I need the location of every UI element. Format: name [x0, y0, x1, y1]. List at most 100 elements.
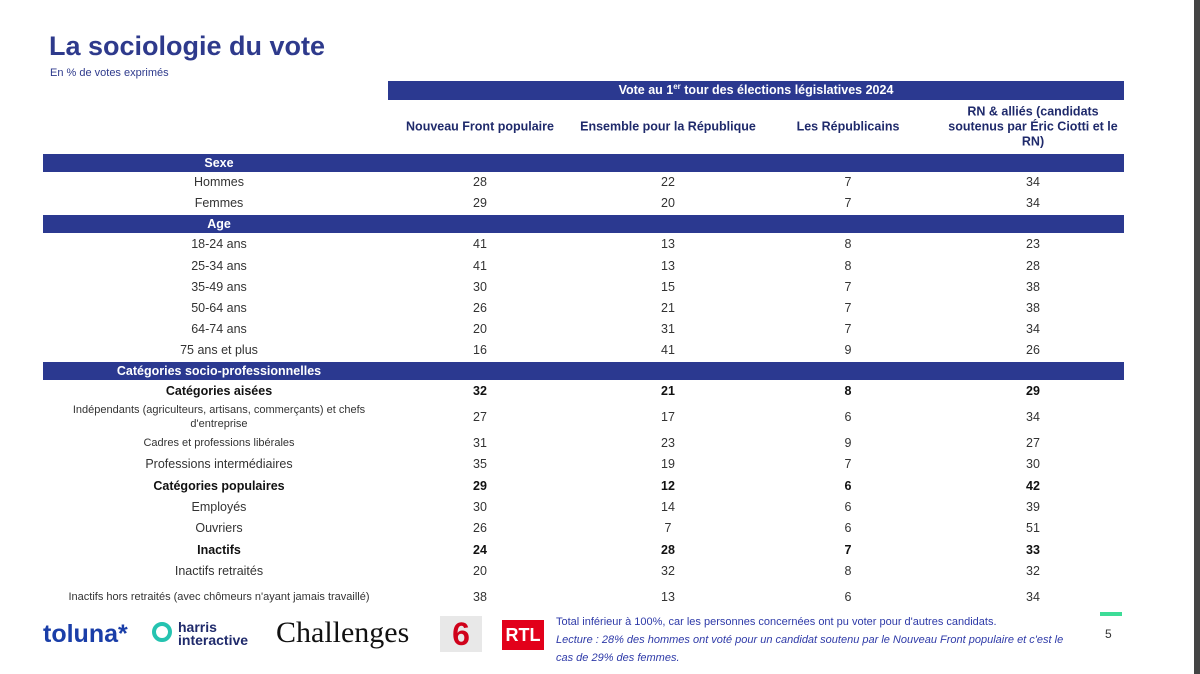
cell-value: 6	[844, 410, 852, 424]
cell-value: 26	[473, 521, 487, 535]
section-bar	[43, 362, 1124, 380]
cell-value: 33	[1026, 543, 1040, 557]
cell-value: 38	[473, 590, 487, 604]
banner-sup: er	[673, 81, 681, 91]
cell-value: 7	[844, 457, 852, 471]
cell-value: 7	[844, 175, 852, 189]
cell-value: 28	[1026, 259, 1040, 273]
cell-value: 51	[1026, 521, 1040, 535]
subtitle: En % de votes exprimés	[50, 67, 169, 79]
cell-value: 27	[1026, 436, 1040, 450]
page-number: 5	[1105, 627, 1112, 641]
cell-value: 7	[664, 521, 672, 535]
cell-value: 35	[473, 457, 487, 471]
frame-edge	[1194, 0, 1200, 674]
section-title: Sexe	[204, 156, 234, 170]
row-label: 50-64 ans	[191, 301, 247, 315]
banner: Vote au 1er tour des élections législati…	[388, 81, 1124, 100]
cell-value: 41	[661, 343, 675, 357]
cell-value: 6	[844, 590, 852, 604]
row-label: 25-34 ans	[191, 259, 247, 273]
cell-value: 13	[661, 259, 675, 273]
cell-value: 41	[473, 237, 487, 251]
column-header: Ensemble pour la République	[580, 119, 756, 134]
cell-value: 19	[661, 457, 675, 471]
cell-value: 38	[1026, 301, 1040, 315]
cell-value: 20	[661, 196, 675, 210]
column-header: Nouveau Front populaire	[406, 119, 554, 134]
row-label: Cadres et professions libérales	[143, 437, 295, 449]
cell-value: 14	[661, 500, 675, 514]
row-label: Femmes	[194, 196, 244, 210]
row-label: Ouvriers	[195, 521, 243, 535]
cell-value: 12	[661, 479, 675, 493]
row-label: Inactifs hors retraités (avec chômeurs n…	[68, 591, 370, 603]
cell-value: 31	[473, 436, 487, 450]
cell-value: 28	[473, 175, 487, 189]
cell-value: 7	[844, 280, 852, 294]
row-label: 18-24 ans	[191, 237, 247, 251]
cell-value: 8	[844, 384, 852, 398]
cell-value: 8	[844, 564, 852, 578]
row-label: 35-49 ans	[191, 280, 247, 294]
cell-value: 7	[844, 322, 852, 336]
cell-value: 30	[473, 280, 487, 294]
cell-value: 41	[473, 259, 487, 273]
cell-value: 42	[1026, 479, 1040, 493]
cell-value: 26	[1026, 343, 1040, 357]
row-label: Catégories populaires	[153, 479, 285, 493]
cell-value: 21	[661, 301, 675, 315]
logo-harris: harris interactive	[178, 619, 249, 648]
cell-value: 15	[661, 280, 675, 294]
row-label: 64-74 ans	[191, 322, 247, 336]
row-label: Catégories aisées	[165, 384, 273, 398]
cell-value: 29	[473, 196, 487, 210]
cell-value: 30	[1026, 457, 1040, 471]
row-label: Inactifs	[197, 543, 241, 557]
cell-value: 6	[844, 500, 852, 514]
cell-value: 23	[661, 436, 675, 450]
cell-value: 7	[844, 301, 852, 315]
logo-harris-text: interactive	[178, 632, 249, 648]
column-header: RN & alliés (candidats soutenus par Éric…	[948, 104, 1118, 149]
cell-value: 32	[661, 564, 675, 578]
cell-value: 28	[661, 543, 675, 557]
logo-harris-ring	[152, 622, 172, 642]
logo-m6: 6	[440, 616, 482, 652]
row-label: Inactifs retraités	[174, 564, 264, 578]
row-label: Professions intermédiaires	[145, 457, 293, 471]
cell-value: 30	[473, 500, 487, 514]
cell-value: 38	[1026, 280, 1040, 294]
notes: Total inférieur à 100%, car les personne…	[556, 613, 1066, 667]
cell-value: 29	[473, 479, 487, 493]
cell-value: 13	[661, 590, 675, 604]
cell-value: 7	[844, 543, 852, 557]
reading-note: Lecture : 28% des hommes ont voté pour u…	[556, 634, 1064, 664]
section-bar	[43, 215, 1124, 233]
cell-value: 17	[661, 410, 675, 424]
logo-challenges: Challenges	[276, 616, 410, 649]
cell-value: 34	[1026, 196, 1040, 210]
logo-harris-text: harris	[178, 619, 217, 635]
cell-value: 6	[844, 521, 852, 535]
banner-text: Vote au 1	[618, 83, 674, 97]
cell-value: 8	[844, 259, 852, 273]
cell-value: 16	[473, 343, 487, 357]
cell-value: 24	[473, 543, 487, 557]
cell-value: 6	[844, 479, 852, 493]
section-title: Catégories socio-professionnelles	[116, 364, 322, 378]
cell-value: 27	[473, 410, 487, 424]
title: La sociologie du vote	[49, 31, 326, 61]
row-label: Indépendants (agriculteurs, artisans, co…	[72, 404, 366, 430]
row-label: 75 ans et plus	[180, 343, 258, 357]
cell-value: 23	[1026, 237, 1040, 251]
cell-value: 34	[1026, 175, 1040, 189]
logo-toluna: toluna*	[43, 620, 128, 648]
row-label: Employés	[191, 500, 247, 514]
cell-value: 34	[1026, 410, 1040, 424]
row-label: Hommes	[193, 175, 244, 189]
column-header: Les Républicains	[796, 119, 900, 134]
cell-value: 7	[844, 196, 852, 210]
section-bar	[43, 154, 1124, 172]
